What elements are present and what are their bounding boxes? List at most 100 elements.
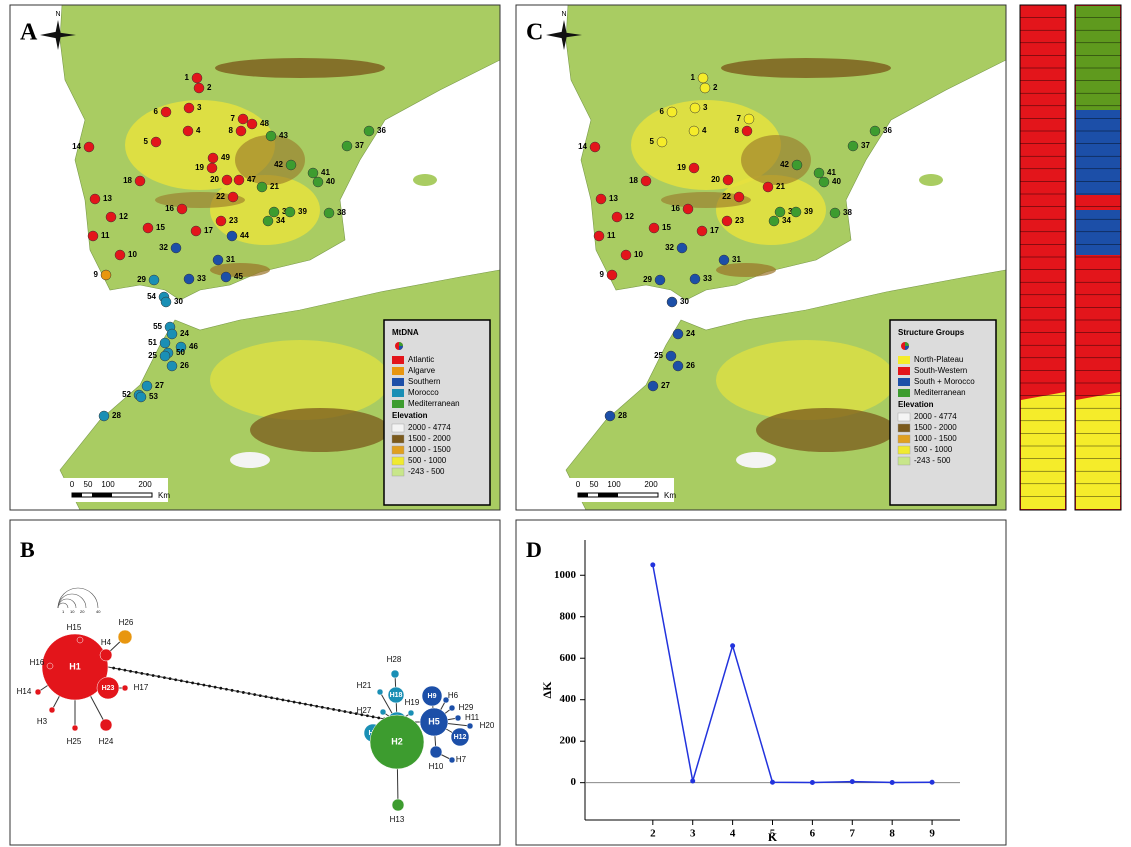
site-label: 18 (629, 176, 638, 185)
mutation-step (146, 673, 149, 676)
scale-unit: Km (664, 491, 676, 500)
map-map_a: AN050100200Km123645748843143637424140491… (10, 5, 500, 510)
legend-label: Morocco (408, 388, 439, 397)
site-marker (136, 392, 146, 402)
legend-label: 1500 - 2000 (408, 434, 451, 443)
site-label: 28 (618, 411, 627, 420)
site-marker (683, 204, 693, 214)
legend-swatch (392, 378, 404, 386)
mutation-step (259, 694, 262, 697)
site-marker (236, 126, 246, 136)
scale-label: 50 (590, 480, 599, 489)
site-label: 1 (691, 73, 696, 82)
site-marker (313, 177, 323, 187)
site-label: 16 (671, 204, 680, 213)
site-label: 27 (155, 381, 164, 390)
mutation-step (248, 692, 251, 695)
mutation-step (377, 716, 380, 719)
mutation-step (180, 679, 183, 682)
site-label: 40 (326, 177, 335, 186)
data-point (930, 780, 935, 785)
legend-swatch (392, 400, 404, 408)
site-marker (266, 131, 276, 141)
site-label: 7 (231, 114, 236, 123)
site-marker (142, 381, 152, 391)
site-marker (819, 177, 829, 187)
site-label: 22 (216, 192, 225, 201)
site-marker (698, 73, 708, 83)
legend-swatch (898, 424, 910, 432)
legend-swatch (898, 356, 910, 364)
site-marker (228, 192, 238, 202)
site-label: 20 (711, 175, 720, 184)
site-label: 17 (204, 226, 213, 235)
site-label: 29 (137, 275, 146, 284)
haplotype-node (47, 663, 53, 669)
site-label: 42 (780, 160, 789, 169)
site-label: 39 (804, 207, 813, 216)
site-marker (742, 126, 752, 136)
site-marker (213, 255, 223, 265)
legend-swatch (392, 356, 404, 364)
snow (230, 452, 270, 468)
haplotype-node (467, 723, 473, 729)
legend-label: South + Morocco (914, 377, 975, 386)
site-marker (621, 250, 631, 260)
site-label: 30 (174, 297, 183, 306)
haplotype-label: H12 (454, 734, 467, 741)
mountains (235, 135, 305, 185)
legend-swatch (898, 413, 910, 421)
x-tick-label: 8 (889, 828, 895, 840)
site-label: 9 (94, 270, 99, 279)
site-marker (848, 141, 858, 151)
panel-d-frame (516, 520, 1006, 845)
mutation-step (169, 677, 172, 680)
site-marker (607, 270, 617, 280)
haplotype-node (455, 715, 461, 721)
haplotype-label: H24 (99, 737, 114, 746)
legend-label: Southern (408, 377, 440, 386)
haplotype-label: H14 (17, 687, 32, 696)
mutation-step (327, 707, 330, 710)
mutation-step (298, 702, 301, 705)
site-label: 46 (189, 342, 198, 351)
site-label: 12 (625, 212, 634, 221)
site-label: 54 (147, 292, 156, 301)
site-label: 15 (156, 223, 165, 232)
legend-elevation-title: Elevation (898, 400, 934, 409)
haplotype-label: H28 (387, 655, 402, 664)
site-marker (648, 381, 658, 391)
mutation-step (242, 691, 245, 694)
site-marker (689, 126, 699, 136)
legend-swatch (392, 457, 404, 465)
site-label: 24 (180, 329, 189, 338)
y-tick-label: 0 (571, 776, 577, 788)
mutation-step (157, 675, 160, 678)
haplotype-node (449, 757, 455, 763)
site-marker (364, 126, 374, 136)
site-label: 2 (207, 83, 212, 92)
site-marker (286, 160, 296, 170)
site-marker (700, 83, 710, 93)
legend-label: -243 - 500 (408, 467, 445, 476)
site-label: 20 (210, 175, 219, 184)
site-marker (324, 208, 334, 218)
size-legend-label: 10 (70, 609, 75, 614)
mutation-step (315, 705, 318, 708)
island (413, 174, 437, 186)
site-marker (234, 175, 244, 185)
data-point (690, 779, 695, 784)
site-label: 34 (782, 216, 791, 225)
mountains (741, 135, 811, 185)
x-tick-label: 4 (730, 828, 736, 840)
site-marker (870, 126, 880, 136)
structure-k4-blue (1076, 210, 1120, 255)
legend-swatch (898, 378, 910, 386)
mountains (215, 58, 385, 78)
site-marker (649, 223, 659, 233)
haplotype-label: H26 (119, 618, 134, 627)
site-marker (194, 83, 204, 93)
site-label: 26 (180, 361, 189, 370)
site-label: 3 (197, 103, 202, 112)
site-marker (207, 163, 217, 173)
